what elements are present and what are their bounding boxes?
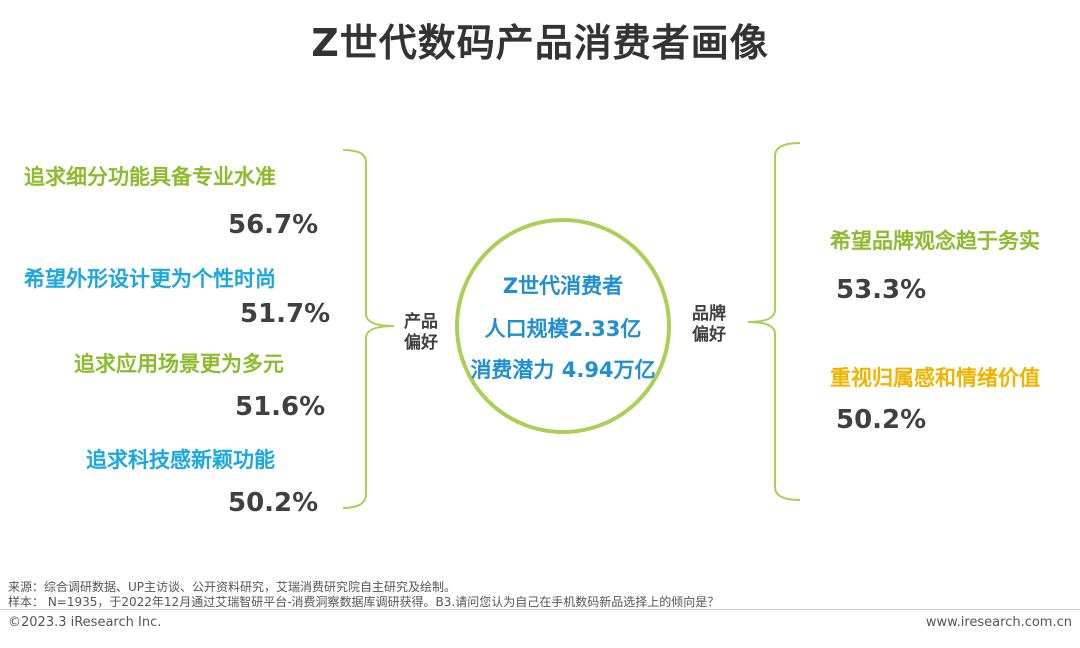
- right-item-2-label: 重视归属感和情绪价值: [830, 366, 1040, 390]
- product-preference-label: 产品 偏好: [404, 312, 438, 354]
- left-bracket: [342, 149, 395, 509]
- right-item-1-value: 53.3%: [836, 275, 927, 305]
- center-line-3: 消费潜力 4.94万亿: [470, 358, 656, 382]
- product-preference-line2: 偏好: [404, 333, 438, 353]
- left-item-2-value: 51.7%: [240, 299, 331, 329]
- footer-divider: [0, 609, 1080, 610]
- brand-preference-line1: 品牌: [692, 304, 726, 324]
- brand-preference-line2: 偏好: [692, 325, 726, 345]
- center-line-1: Z世代消费者: [502, 274, 624, 298]
- left-item-4-value: 50.2%: [228, 488, 319, 518]
- left-item-4-label: 追求科技感新颖功能: [86, 448, 275, 472]
- left-item-2-label: 希望外形设计更为个性时尚: [24, 267, 276, 291]
- copyright: ©2023.3 iResearch Inc.: [8, 615, 162, 630]
- right-bracket: [747, 142, 801, 501]
- sample-note: 样本： N=1935，于2022年12月通过艾瑞智研平台-消费洞察数据库调研获得…: [8, 595, 720, 609]
- right-item-2-value: 50.2%: [836, 405, 927, 435]
- right-item-1-label: 希望品牌观念趋于务实: [830, 229, 1040, 253]
- website-link[interactable]: www.iresearch.com.cn: [925, 615, 1072, 630]
- left-item-3-value: 51.6%: [235, 392, 326, 422]
- center-circle: [455, 218, 671, 434]
- center-line-2: 人口规模2.33亿: [484, 317, 642, 341]
- page-title: Z世代数码产品消费者画像: [311, 21, 769, 65]
- brand-preference-label: 品牌 偏好: [692, 304, 726, 346]
- product-preference-line1: 产品: [404, 312, 438, 332]
- left-item-3-label: 追求应用场景更为多元: [74, 352, 284, 376]
- left-item-1-label: 追求细分功能具备专业水准: [24, 165, 276, 189]
- source-note: 来源：综合调研数据、UP主访谈、公开资料研究，艾瑞消费研究院自主研究及绘制。: [8, 580, 457, 594]
- left-item-1-value: 56.7%: [228, 210, 319, 240]
